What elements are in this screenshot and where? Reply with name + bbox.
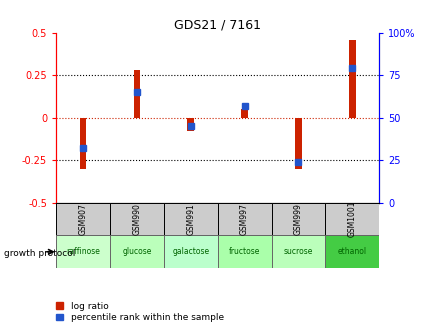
- Text: GSM907: GSM907: [78, 203, 87, 235]
- Bar: [217, 203, 271, 235]
- Text: GSM999: GSM999: [293, 203, 302, 235]
- Text: raffinose: raffinose: [66, 247, 100, 256]
- Bar: [163, 235, 217, 268]
- Text: glucose: glucose: [122, 247, 151, 256]
- Bar: [217, 235, 271, 268]
- Bar: [348, 40, 355, 118]
- Bar: [163, 203, 217, 235]
- Text: GSM991: GSM991: [186, 203, 195, 235]
- Text: galactose: galactose: [172, 247, 209, 256]
- Bar: [295, 118, 301, 169]
- Bar: [110, 235, 163, 268]
- Bar: [325, 235, 378, 268]
- Bar: [56, 235, 110, 268]
- Bar: [271, 235, 325, 268]
- Text: growth protocol: growth protocol: [4, 249, 76, 258]
- Bar: [110, 203, 163, 235]
- Text: sucrose: sucrose: [283, 247, 313, 256]
- Bar: [133, 70, 140, 118]
- Legend: log ratio, percentile rank within the sample: log ratio, percentile rank within the sa…: [56, 302, 223, 322]
- Text: GSM997: GSM997: [240, 203, 249, 235]
- Text: ethanol: ethanol: [337, 247, 366, 256]
- Text: GSM990: GSM990: [132, 203, 141, 235]
- Bar: [80, 118, 86, 169]
- Text: fructose: fructose: [228, 247, 260, 256]
- Bar: [241, 109, 247, 118]
- Bar: [56, 203, 110, 235]
- Bar: [325, 203, 378, 235]
- Bar: [271, 203, 325, 235]
- Title: GDS21 / 7161: GDS21 / 7161: [174, 19, 261, 31]
- Text: GSM1001: GSM1001: [347, 201, 356, 237]
- Bar: [187, 118, 194, 131]
